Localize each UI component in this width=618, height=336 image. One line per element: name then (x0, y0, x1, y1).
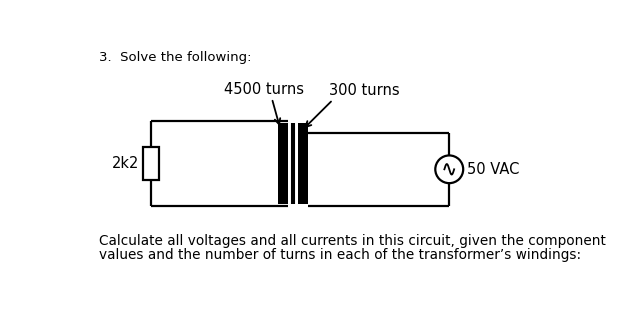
Text: 50 VAC: 50 VAC (467, 162, 520, 177)
Circle shape (435, 156, 464, 183)
Bar (298, 123, 308, 204)
Text: values and the number of turns in each of the transformer’s windings:: values and the number of turns in each o… (99, 248, 581, 262)
Bar (143, 146, 159, 180)
Text: 2k2: 2k2 (112, 156, 139, 171)
Text: Calculate all voltages and all currents in this circuit, given the component: Calculate all voltages and all currents … (99, 235, 606, 248)
Text: 300 turns: 300 turns (329, 83, 400, 98)
Text: 3.  Solve the following:: 3. Solve the following: (99, 51, 252, 64)
Bar (278, 123, 288, 204)
Text: 4500 turns: 4500 turns (224, 82, 304, 96)
